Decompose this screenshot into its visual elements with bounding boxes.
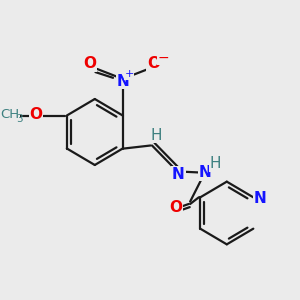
Text: 3: 3 <box>16 114 23 124</box>
Text: N: N <box>254 191 266 206</box>
Text: O: O <box>30 106 43 122</box>
Text: H: H <box>151 128 162 142</box>
Text: −: − <box>158 51 170 64</box>
Text: N: N <box>198 165 211 180</box>
Text: N: N <box>172 167 185 182</box>
Text: H: H <box>210 156 221 171</box>
Text: +: + <box>124 69 134 79</box>
Text: O: O <box>169 200 182 214</box>
Text: O: O <box>83 56 96 71</box>
Text: N: N <box>116 74 129 88</box>
Text: CH: CH <box>1 107 20 121</box>
Text: O: O <box>147 56 160 71</box>
